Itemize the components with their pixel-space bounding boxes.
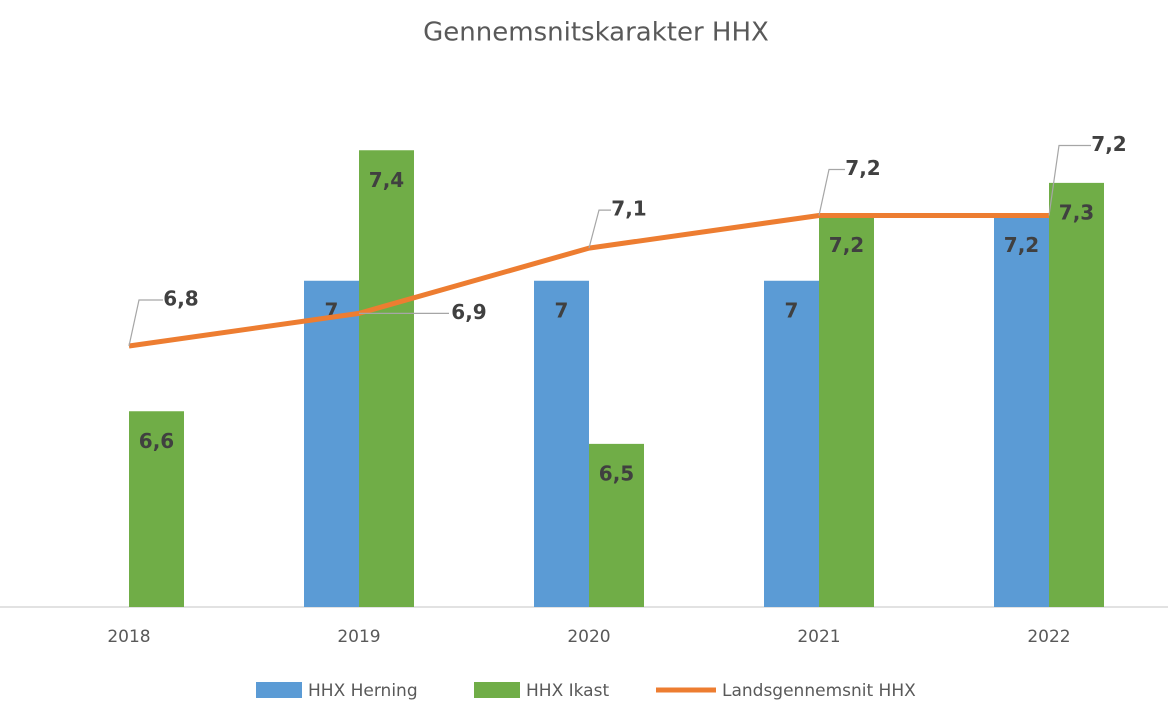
- data-label: 7,1: [611, 197, 646, 221]
- leader-line: [818, 168, 845, 216]
- data-label: 7: [785, 298, 799, 322]
- bar: [129, 411, 184, 607]
- data-label: 7,2: [829, 233, 864, 257]
- legend-label: HHX Ikast: [526, 681, 609, 701]
- leader-line: [588, 209, 611, 249]
- bar: [304, 280, 359, 607]
- chart-title: Gennemsnitskarakter HHX: [423, 18, 769, 48]
- legend-swatch: [474, 682, 520, 698]
- data-label: 7,2: [1091, 132, 1126, 156]
- x-tick-label: 2018: [107, 627, 150, 647]
- data-label: 7,4: [369, 168, 404, 192]
- data-label: 7: [555, 298, 569, 322]
- legend-label: HHX Herning: [308, 681, 418, 701]
- data-label: 7,2: [845, 156, 880, 180]
- data-label: 6,8: [163, 287, 198, 311]
- bar: [589, 443, 644, 607]
- x-tick-label: 2021: [797, 627, 840, 647]
- x-tick-label: 2020: [567, 627, 610, 647]
- bar: [1049, 182, 1104, 607]
- bar: [819, 215, 874, 607]
- data-label: 6,6: [139, 429, 174, 453]
- legend-label: Landsgennemsnit HHX: [722, 681, 916, 701]
- data-label: 7,2: [1004, 233, 1039, 257]
- leader-line: [128, 299, 163, 347]
- bar: [994, 215, 1049, 607]
- x-tick-label: 2022: [1027, 627, 1070, 647]
- leader-line: [1048, 144, 1091, 216]
- data-label: 6,5: [599, 461, 634, 485]
- data-label: 7,3: [1059, 200, 1094, 224]
- data-label: 6,9: [451, 300, 486, 324]
- legend-swatch: [256, 682, 302, 698]
- bar: [359, 150, 414, 607]
- bar: [764, 280, 819, 607]
- x-tick-label: 2019: [337, 627, 380, 647]
- bar: [534, 280, 589, 607]
